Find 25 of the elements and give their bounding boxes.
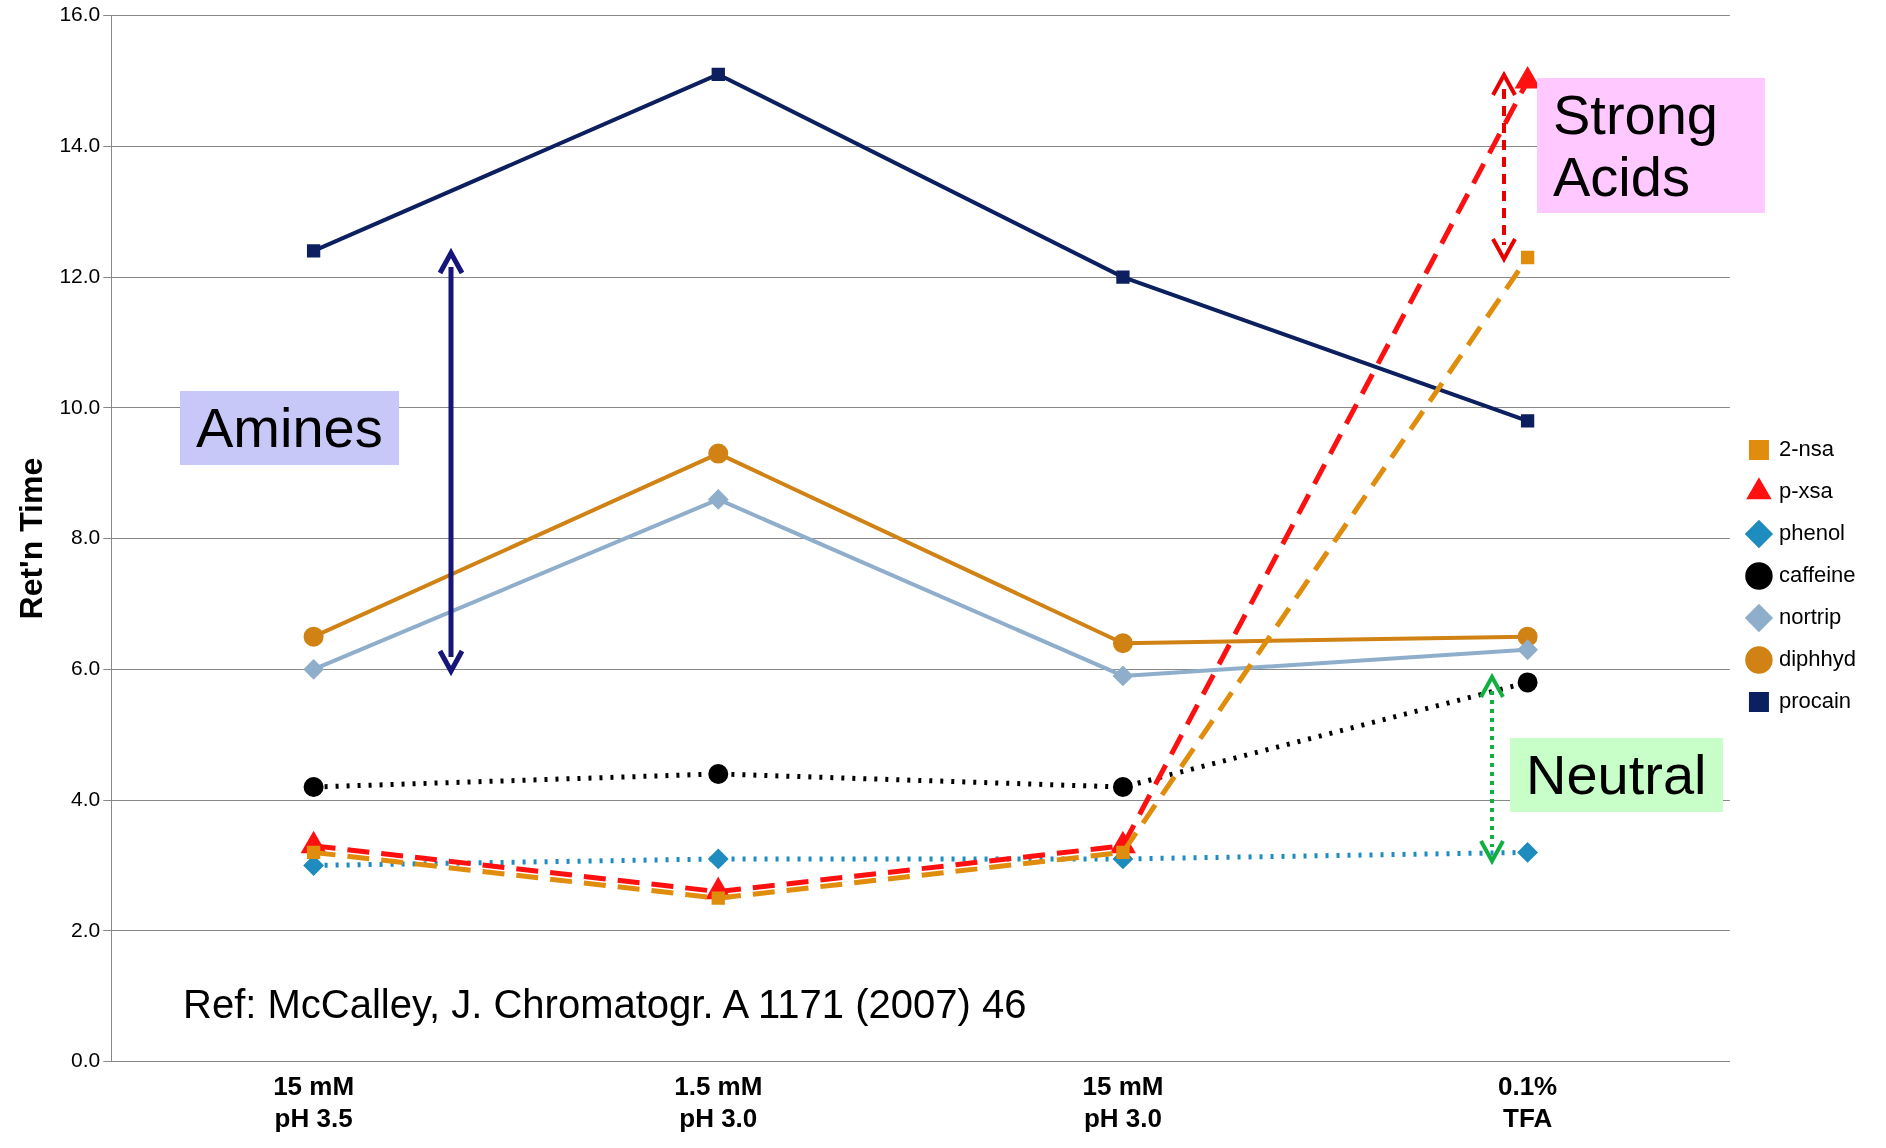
- annotation: Amines: [180, 391, 399, 465]
- y-tick-label: 12.0: [59, 263, 101, 287]
- y-tick-label: 10.0: [59, 394, 101, 418]
- legend-label: p-xsa: [1778, 478, 1834, 504]
- y-tick-label: 16.0: [59, 2, 101, 26]
- x-tick-label: 0.1% TFA: [1497, 1071, 1558, 1133]
- legend-label: diphhyd: [1778, 646, 1857, 672]
- x-tick-label: 15 mM pH 3.0: [1082, 1071, 1164, 1133]
- x-tick-label: 1.5 mM pH 3.0: [674, 1071, 763, 1133]
- legend-label: caffeine: [1778, 562, 1856, 588]
- y-tick-label: 0.0: [71, 1048, 101, 1072]
- legend-label: 2-nsa: [1778, 436, 1835, 462]
- y-tick-label: 4.0: [71, 786, 101, 810]
- x-tick-label: 15 mM pH 3.5: [273, 1071, 355, 1133]
- legend-label: phenol: [1778, 520, 1846, 546]
- y-tick-label: 6.0: [71, 656, 101, 680]
- annotation: Ref: McCalley, J. Chromatogr. A 1171 (2007) 46: [183, 982, 1027, 1026]
- y-tick-label: 14.0: [59, 133, 101, 157]
- y-axis-title: Ret'n Time: [13, 457, 50, 620]
- legend-label: procain: [1778, 688, 1852, 714]
- annotation: Strong Acids: [1537, 78, 1765, 214]
- legend-label: nortrip: [1778, 604, 1842, 630]
- y-tick-label: 2.0: [71, 917, 101, 941]
- y-tick-label: 8.0: [71, 525, 101, 549]
- annotation: Neutral: [1510, 738, 1723, 812]
